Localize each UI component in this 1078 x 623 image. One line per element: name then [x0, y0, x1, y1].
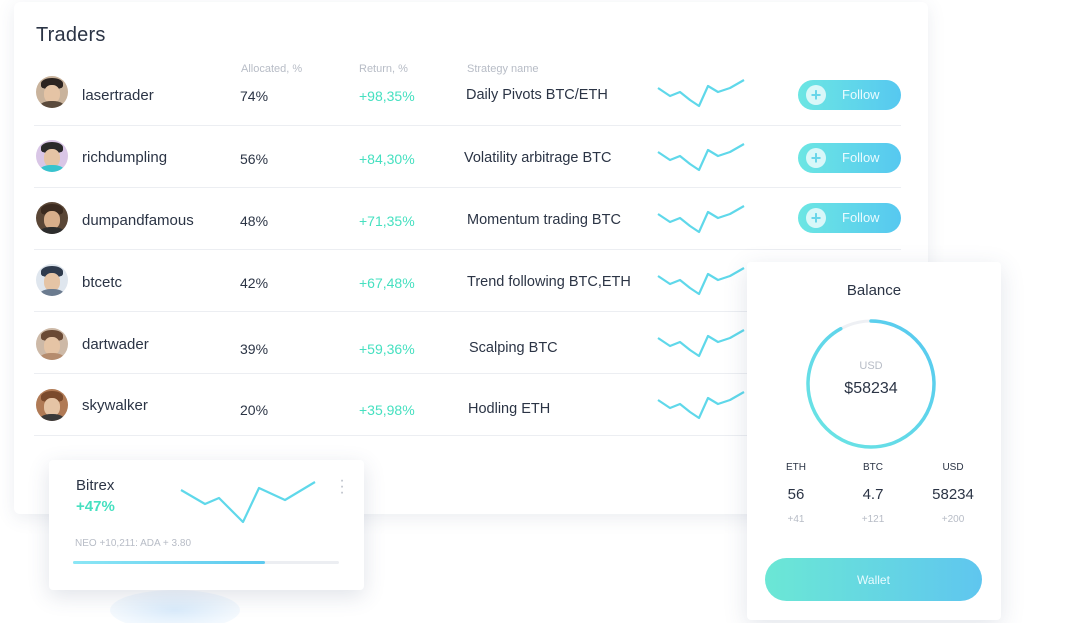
- asset-change: +41: [787, 514, 805, 525]
- trader-allocated: 48%: [240, 213, 269, 229]
- follow-label: Follow: [842, 150, 880, 165]
- balance-total: $58234: [844, 380, 898, 397]
- trader-row[interactable]: lasertrader 74% +98,35% Daily Pivots BTC…: [34, 64, 901, 126]
- balance-currency: USD: [859, 360, 883, 372]
- asset-change: +121: [861, 514, 885, 525]
- plus-icon: +: [806, 148, 826, 168]
- follow-label: Follow: [842, 87, 880, 102]
- trader-allocated: 42%: [240, 275, 269, 291]
- trader-strategy: Trend following BTC,ETH: [467, 274, 631, 290]
- avatar[interactable]: [36, 76, 68, 108]
- trader-return: +84,30%: [359, 151, 415, 167]
- trader-return: +35,98%: [359, 402, 415, 418]
- avatar[interactable]: [36, 264, 68, 296]
- trader-allocated: 20%: [240, 402, 269, 418]
- progress-bar-fill: [73, 561, 265, 564]
- asset-btc: BTC 4.7 +121: [838, 462, 908, 525]
- bitrex-card[interactable]: Bitrex +47% · · · NEO +10,211: ADA + 3.80: [49, 460, 364, 590]
- follow-button[interactable]: + Follow: [798, 80, 901, 110]
- plus-icon: +: [806, 85, 826, 105]
- trader-row[interactable]: dumpandfamous 48% +71,35% Momentum tradi…: [34, 188, 901, 250]
- trader-strategy: Hodling ETH: [468, 401, 551, 417]
- trader-row[interactable]: dartwader 39% +59,36% Scalping BTC: [34, 312, 901, 374]
- column-header-return: Return, %: [359, 63, 408, 75]
- asset-code: USD: [942, 462, 964, 473]
- trader-name[interactable]: skywalker: [82, 397, 148, 414]
- gauge-arc: [806, 319, 936, 449]
- sparkline-chart: [657, 79, 745, 108]
- trader-name[interactable]: btcetc: [82, 274, 123, 291]
- column-header-strategy: Strategy name: [467, 63, 539, 75]
- avatar[interactable]: [36, 202, 68, 234]
- trader-strategy: Scalping BTC: [469, 340, 558, 356]
- trader-return: +98,35%: [359, 88, 415, 104]
- balance-card: Balance USD $58234 ETH 56 +41 BTC 4.7 +1…: [747, 262, 1001, 620]
- trader-allocated: 56%: [240, 151, 269, 167]
- exchange-name: Bitrex: [76, 477, 115, 494]
- trader-row[interactable]: btcetc 42% +67,48% Trend following BTC,E…: [34, 250, 901, 312]
- trader-return: +67,48%: [359, 275, 415, 291]
- progress-bar: [73, 561, 339, 564]
- sparkline-chart: [180, 481, 316, 524]
- balance-title: Balance: [846, 282, 902, 299]
- sparkline-chart: [657, 391, 745, 420]
- asset-amount: 4.7: [862, 486, 884, 503]
- balance-gauge: [806, 319, 936, 449]
- trader-strategy: Daily Pivots BTC/ETH: [466, 87, 608, 103]
- traders-title: Traders: [36, 24, 106, 46]
- asset-change: +200: [941, 514, 965, 525]
- background-glow: [110, 590, 240, 623]
- trader-strategy: Momentum trading BTC: [467, 212, 621, 228]
- asset-amount: 56: [787, 486, 805, 503]
- asset-usd: USD 58234 +200: [918, 462, 988, 525]
- avatar[interactable]: [36, 389, 68, 421]
- asset-code: ETH: [786, 462, 806, 473]
- asset-amount: 58234: [932, 486, 974, 503]
- trader-row[interactable]: richdumpling 56% +84,30% Volatility arbi…: [34, 126, 901, 188]
- follow-label: Follow: [842, 210, 880, 225]
- traders-card: Traders Allocated, % Return, % Strategy …: [14, 2, 928, 514]
- trader-return: +71,35%: [359, 213, 415, 229]
- sparkline-chart: [657, 267, 745, 296]
- avatar[interactable]: [36, 328, 68, 360]
- trader-allocated: 39%: [240, 341, 269, 357]
- trader-name[interactable]: dumpandfamous: [82, 212, 194, 229]
- plus-icon: +: [806, 208, 826, 228]
- follow-button[interactable]: + Follow: [798, 143, 901, 173]
- trader-strategy: Volatility arbitrage BTC: [464, 150, 612, 166]
- column-header-allocated: Allocated, %: [241, 63, 303, 75]
- trader-allocated: 74%: [240, 88, 269, 104]
- asset-code: BTC: [863, 462, 883, 473]
- avatar[interactable]: [36, 140, 68, 172]
- follow-button[interactable]: + Follow: [798, 203, 901, 233]
- sparkline-chart: [657, 329, 745, 358]
- wallet-button[interactable]: Wallet: [765, 558, 982, 601]
- asset-eth: ETH 56 +41: [761, 462, 831, 525]
- trader-return: +59,36%: [359, 341, 415, 357]
- trader-name[interactable]: richdumpling: [82, 149, 168, 166]
- trader-name[interactable]: lasertrader: [82, 87, 154, 104]
- kebab-menu-icon[interactable]: · · ·: [339, 472, 345, 501]
- trader-row[interactable]: skywalker 20% +35,98% Hodling ETH: [34, 374, 901, 436]
- trader-name[interactable]: dartwader: [82, 336, 149, 353]
- ticker-text: NEO +10,211: ADA + 3.80: [75, 538, 192, 549]
- sparkline-chart: [657, 143, 745, 172]
- sparkline-chart: [657, 205, 745, 234]
- exchange-change: +47%: [76, 498, 115, 515]
